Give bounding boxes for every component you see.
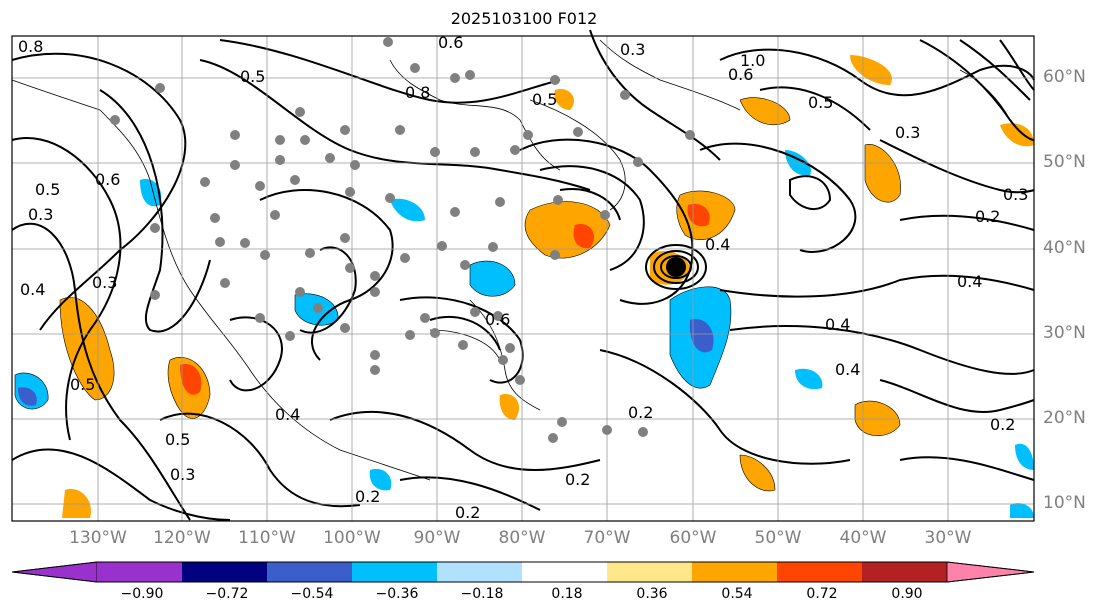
colorbar-tick-label: 0.54: [721, 586, 753, 602]
lon-label: 50°W: [754, 528, 802, 548]
colorbar-segment: [11, 561, 98, 583]
contour-label: 0.2: [628, 403, 653, 422]
lon-label: 130°W: [69, 528, 127, 548]
contour-label: 0.3: [620, 40, 645, 59]
contour-label: 0.3: [28, 205, 53, 224]
lon-label: 100°W: [323, 528, 381, 548]
lat-label: 10°N: [1043, 493, 1086, 513]
contour-label: 0.6: [485, 310, 510, 329]
lat-label: 50°N: [1043, 152, 1086, 172]
contour-label: 0.3: [895, 123, 920, 142]
colorbar-tick-label: −0.90: [120, 586, 164, 602]
contour-label: 0.5: [35, 180, 60, 199]
contour-label: 0.3: [92, 273, 117, 292]
lon-label: 120°W: [153, 528, 211, 548]
colorbar-tick-label: 0.36: [636, 586, 668, 602]
contour-label: 0.2: [455, 503, 480, 522]
contour-label: 0.5: [808, 93, 833, 112]
station-dots: [110, 37, 695, 443]
contour-label: 0.2: [975, 207, 1000, 226]
colorbar-outline: [11, 561, 1035, 583]
lat-label: 20°N: [1043, 408, 1086, 428]
colorbar-segment: [182, 562, 267, 582]
map-title: 2025103100 F012: [450, 9, 598, 28]
contour-label: 0.3: [1003, 185, 1028, 204]
colorbar-segment: [522, 562, 607, 582]
colorbar-segment: [692, 562, 777, 582]
contour-label: 0.5: [165, 430, 190, 449]
lon-label: 30°W: [924, 528, 972, 548]
colorbar-segment: [437, 562, 522, 582]
contour-label: 0.4: [957, 272, 982, 291]
grid-lines: [12, 36, 1034, 521]
colorbar-tick-label: −0.18: [460, 586, 504, 602]
colorbar-segment: [862, 562, 947, 582]
contour-label: 0.4: [705, 235, 730, 254]
colorbar-tick-label: −0.72: [205, 586, 249, 602]
lat-label: 30°N: [1043, 323, 1086, 343]
lon-label: 60°W: [669, 528, 717, 548]
contour-label-group: 0.8 0.8 0.6 0.5 0.3 0.5 0.3 0.6 0.5 0.4 …: [18, 33, 1028, 522]
contour-label: 0.4: [275, 405, 300, 424]
coastlines: [11, 39, 1011, 481]
contour-label: 0.8: [405, 83, 430, 102]
lon-label: 80°W: [498, 528, 546, 548]
colorbar: [11, 561, 1035, 583]
contour-label: 0.4: [825, 315, 850, 334]
colorbar-segment: [97, 562, 182, 582]
contour-label: 0.2: [565, 470, 590, 489]
contour-label: 0.8: [18, 37, 43, 56]
contour-label: 0.6: [728, 65, 753, 84]
contour-label: 0.6: [438, 33, 463, 52]
contour-label: 0.4: [835, 360, 860, 379]
colorbar-segment: [946, 561, 1035, 583]
colorbar-segment: [607, 562, 692, 582]
contour-label: 0.2: [990, 415, 1015, 434]
contour-label: 0.5: [70, 375, 95, 394]
colorbar-tick-label: −0.54: [290, 586, 334, 602]
colorbar-segment: [267, 562, 352, 582]
colorbar-tick-label: 0.18: [551, 586, 583, 602]
colorbar-tick-label: 0.72: [806, 586, 838, 602]
contour-label: 0.4: [20, 280, 45, 299]
colorbar-tick-label: 0.90: [891, 586, 923, 602]
lat-label: 40°N: [1043, 238, 1086, 258]
contour-label: 0.6: [95, 170, 120, 189]
shaded-regions: [14, 55, 1034, 518]
lon-label: 70°W: [583, 528, 631, 548]
lat-label: 60°N: [1043, 67, 1086, 87]
contour-label: 0.3: [170, 465, 195, 484]
lon-label: 90°W: [413, 528, 461, 548]
colorbar-segment: [352, 562, 437, 582]
contour-label: 0.5: [532, 90, 557, 109]
lon-label: 40°W: [839, 528, 887, 548]
contour-label: 0.5: [240, 67, 265, 86]
lon-label: 110°W: [238, 528, 296, 548]
colorbar-tick-label: −0.36: [375, 586, 419, 602]
contour-label: 1.0: [740, 51, 765, 70]
contour-label: 0.2: [355, 487, 380, 506]
map-frame: [11, 35, 1035, 522]
colorbar-segment: [777, 562, 862, 582]
